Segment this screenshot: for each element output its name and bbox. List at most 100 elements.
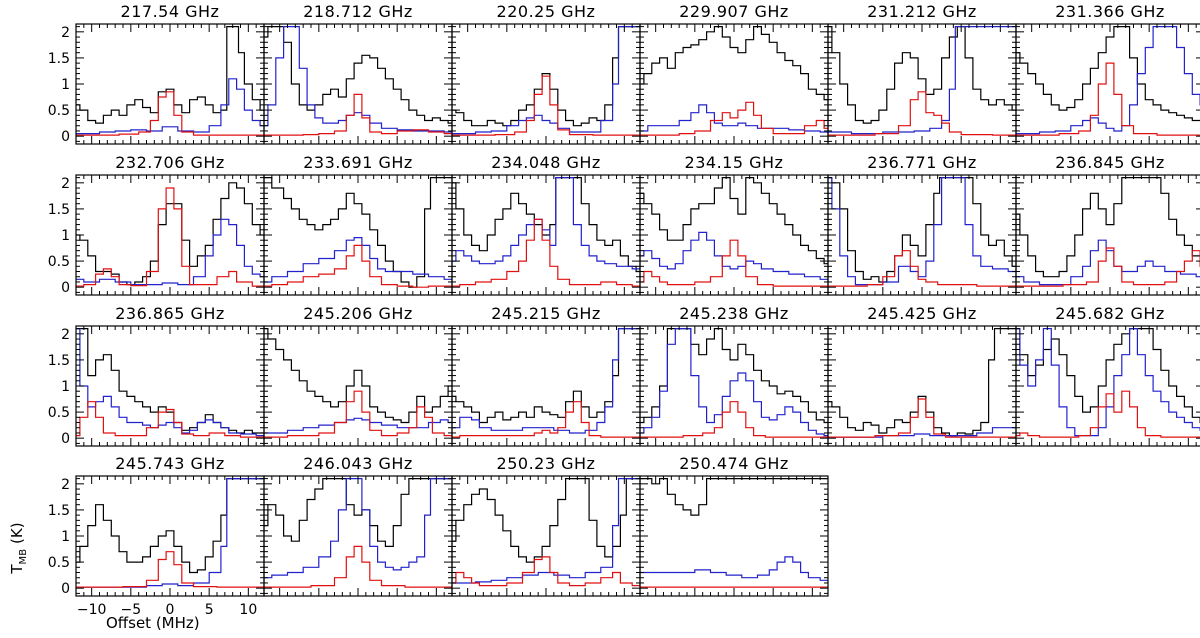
y-tick-label: 2: [61, 25, 70, 41]
series-line-0: [264, 478, 452, 547]
x-tick-label: 10: [239, 602, 257, 618]
series-line-1: [640, 104, 828, 133]
series-line-0: [264, 328, 452, 424]
series-line-1: [264, 237, 452, 283]
series-line-0: [640, 177, 828, 265]
y-tick-label: 0: [61, 280, 70, 296]
series-line-0: [76, 182, 264, 286]
series-line-2: [264, 244, 452, 288]
series-line-1: [452, 328, 640, 434]
series-line-2: [1016, 62, 1200, 136]
series-line-1: [452, 177, 640, 270]
x-tick-label: −10: [77, 602, 107, 618]
panel-17: 245.682 GHz: [1015, 304, 1200, 447]
y-tick-label: 2: [61, 327, 70, 343]
panel-5: 231.366 GHz: [1015, 2, 1200, 145]
y-axis-label-main: T: [8, 564, 26, 575]
y-tick-label: 1.5: [48, 51, 70, 67]
panel-4: 231.212 GHz: [827, 2, 1017, 145]
series-line-1: [76, 78, 264, 135]
panel-1: 218.712 GHz: [263, 2, 453, 145]
series-line-0: [640, 26, 828, 101]
series-line-1: [76, 328, 264, 437]
panel-11: 236.845 GHz: [1015, 153, 1200, 296]
panel-6: 232.706 GHz 0 0.5 1 1.5 2: [48, 153, 265, 296]
panel-title: 236.845 GHz: [1055, 153, 1165, 172]
series-line-2: [76, 401, 264, 438]
series-line-2: [640, 401, 828, 438]
series-line-0: [76, 328, 264, 434]
series-line-0: [76, 478, 264, 574]
y-tick-label: 1: [61, 529, 70, 545]
series-line-2: [828, 398, 1016, 438]
series-line-2: [264, 545, 452, 588]
y-axis-label: TMB (K): [8, 522, 29, 574]
series-line-0: [640, 478, 828, 516]
panel-title: 234.15 GHz: [685, 153, 784, 172]
series-line-1: [264, 26, 452, 133]
panel-13: 245.206 GHz: [263, 304, 453, 447]
panel-14: 245.215 GHz: [451, 304, 641, 447]
series-line-1: [640, 231, 828, 280]
y-axis-label-unit: (K): [8, 522, 26, 544]
y-tick-label: 0.5: [48, 405, 70, 421]
series-line-0: [452, 177, 640, 273]
series-line-2: [452, 218, 640, 287]
series-line-2: [76, 91, 264, 136]
panel-grid: 217.54 GHz 0 0.5 1 1.5 2 218.712 GHz 220.25 GHz…: [48, 2, 1200, 618]
series-line-2: [452, 75, 640, 136]
panel-title: 232.706 GHz: [115, 153, 225, 172]
panel-title: 234.048 GHz: [491, 153, 601, 172]
series-line-2: [452, 556, 640, 587]
y-tick-label: 0: [61, 581, 70, 597]
panel-title: 245.238 GHz: [679, 304, 789, 323]
series-line-0: [828, 328, 1016, 437]
y-tick-label: 1: [61, 379, 70, 395]
series-line-1: [452, 478, 640, 584]
panel-title: 220.25 GHz: [497, 2, 596, 21]
panel-title: 245.206 GHz: [303, 304, 413, 323]
y-axis-label-sub: MB: [18, 549, 29, 565]
series-line-2: [264, 93, 452, 136]
series-line-2: [828, 250, 1016, 287]
series-line-2: [640, 239, 828, 287]
panel-title: 236.865 GHz: [115, 304, 225, 323]
panel-title: 250.23 GHz: [497, 454, 596, 473]
panel-21: 250.474 GHz: [639, 454, 829, 597]
series-line-1: [828, 427, 1016, 438]
y-tick-label: 1: [61, 77, 70, 93]
panel-19: 246.043 GHz: [263, 454, 453, 597]
panel-title: 229.907 GHz: [679, 2, 789, 21]
panel-title: 236.771 GHz: [867, 153, 977, 172]
series-line-1: [452, 26, 640, 135]
panel-title: 245.682 GHz: [1055, 304, 1165, 323]
panel-8: 234.048 GHz: [451, 153, 641, 296]
series-line-0: [76, 26, 264, 124]
y-tick-label: 0.5: [48, 555, 70, 571]
series-line-0: [828, 177, 1016, 283]
panel-16: 245.425 GHz: [827, 304, 1017, 447]
y-tick-label: 1: [61, 228, 70, 244]
series-line-1: [76, 478, 264, 588]
panel-title: 250.474 GHz: [679, 454, 789, 473]
panel-frame: [75, 325, 265, 447]
series-line-2: [76, 551, 264, 588]
series-line-2: [452, 401, 640, 438]
y-tick-label: 1.5: [48, 353, 70, 369]
series-line-1: [1016, 26, 1200, 135]
series-line-0: [1016, 26, 1200, 122]
y-tick-label: 0.5: [48, 254, 70, 270]
panel-3: 229.907 GHz: [639, 2, 829, 145]
series-line-0: [640, 328, 828, 424]
series-line-1: [640, 556, 828, 581]
y-tick-label: 1.5: [48, 202, 70, 218]
series-line-2: [264, 390, 452, 438]
panel-frame: [827, 23, 1017, 145]
series-line-1: [828, 26, 1016, 135]
panel-7: 233.691 GHz: [263, 153, 453, 296]
panel-2: 220.25 GHz: [451, 2, 641, 145]
panel-18: 245.743 GHz 0 0.5 1 1.5 2 −10 −5 0 5 10: [48, 454, 265, 618]
panel-title: 231.366 GHz: [1055, 2, 1165, 21]
series-line-2: [640, 101, 828, 136]
